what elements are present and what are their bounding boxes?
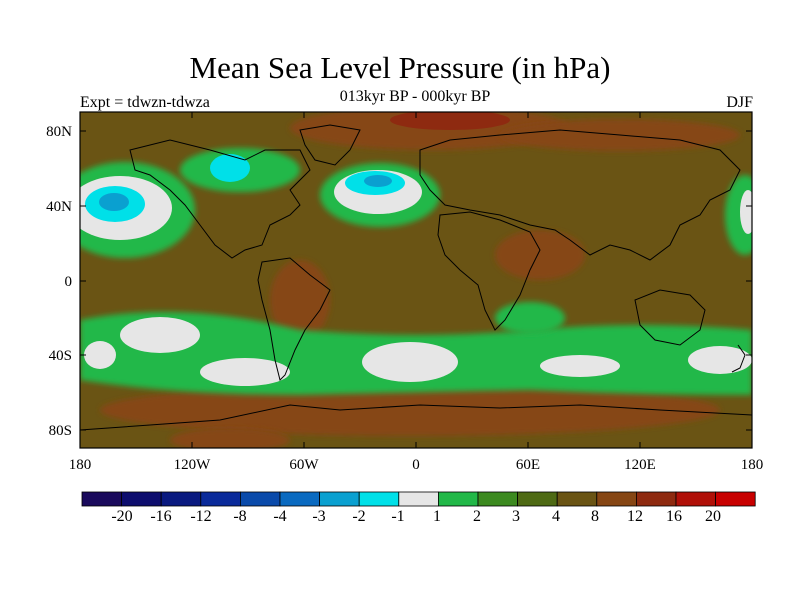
y-tick-label-80s: 80S [48, 423, 72, 439]
south-america-high [270, 260, 330, 340]
greenland-coast [299, 124, 361, 166]
negative-blue-regions [99, 175, 392, 211]
chart-subtitle: 013kyr BP - 000kyr BP [339, 88, 491, 105]
experiment-label: Expt = tdwzn-tdwza [80, 94, 210, 111]
colorbar-label: -1 [391, 508, 405, 525]
colorbar-swatch [517, 491, 558, 507]
eurasia-coast [419, 129, 741, 261]
pacific-east-light [740, 190, 752, 234]
colorbar-swatch [636, 491, 677, 507]
colorbar [81, 491, 756, 507]
colorbar-label: 16 [666, 508, 682, 525]
arctic-strong-high [390, 112, 510, 130]
x-tick-label-0: 0 [412, 457, 420, 473]
x-tick-label-120w: 120W [173, 457, 211, 473]
colorbar-label: 4 [552, 508, 560, 525]
drake-light [200, 358, 290, 386]
arctic-core [390, 112, 510, 130]
new-zealand-coast [731, 344, 746, 373]
antarctica-coast [80, 404, 752, 431]
colorbar-label: -8 [233, 508, 247, 525]
colorbar-swatch [596, 491, 637, 507]
australia-coast [634, 289, 706, 346]
coastlines [80, 124, 752, 431]
y-tick-label-0: 0 [64, 274, 73, 290]
x-tick-label-60e: 60E [515, 457, 541, 473]
colorbar-label: 1 [433, 508, 441, 525]
colorbar-swatch [437, 491, 479, 507]
colorbar-label: 20 [705, 508, 721, 525]
x-tick-label-180e: 180 [740, 457, 764, 473]
colorbar-swatch [239, 491, 281, 507]
canada-cyan [210, 154, 250, 182]
colorbar-label: -4 [273, 508, 287, 525]
colorbar-label: 3 [512, 508, 520, 525]
arabian-high [495, 230, 585, 280]
antarctic-band-high [100, 384, 720, 436]
ross-sea-high [170, 428, 290, 448]
colorbar-swatch [358, 491, 400, 507]
x-tick-label-120e: 120E [624, 457, 656, 473]
south-atlantic-light [362, 342, 458, 382]
colorbar-label: 2 [473, 508, 481, 525]
colorbar-swatch [715, 491, 756, 507]
sw-pacific-light [84, 341, 116, 369]
south-africa-green [495, 302, 565, 334]
y-tick-label-80n: 80N [46, 124, 72, 140]
colorbar-label: -2 [352, 508, 366, 525]
colorbar-swatch [675, 491, 716, 507]
colorbar-swatch [121, 491, 162, 507]
colorbar-label: -20 [111, 508, 133, 525]
colorbar-swatch [398, 491, 439, 507]
colorbar-swatch [81, 491, 122, 507]
colorbar-swatch [477, 491, 518, 507]
colorbar-label: -16 [150, 508, 172, 525]
south-pacific-light [120, 317, 200, 353]
season-label: DJF [726, 94, 753, 111]
x-tick-label-180w: 180 [68, 457, 92, 473]
south-america-coast [257, 257, 331, 381]
colorbar-swatch [200, 491, 241, 507]
africa-coast [437, 211, 541, 331]
chart-title: Mean Sea Level Pressure (in hPa) [189, 50, 611, 85]
colorbar-label: 8 [591, 508, 599, 525]
y-tick-label-40n: 40N [46, 199, 72, 215]
axis-tick-marks [79, 112, 753, 448]
tasman-light [688, 346, 752, 374]
colorbar-label: 12 [627, 508, 643, 525]
aleutian-core [99, 193, 129, 211]
north-america-coast [129, 139, 311, 259]
colorbar-swatch [319, 491, 360, 507]
colorbar-swatch [279, 491, 320, 507]
icelandic-core [364, 175, 392, 187]
indian-ocean-light [540, 355, 620, 377]
colorbar-label: -3 [312, 508, 326, 525]
colorbar-swatch [556, 491, 598, 507]
colorbar-label: -12 [190, 508, 212, 525]
colorbar-swatch [160, 491, 202, 507]
y-tick-label-40s: 40S [48, 348, 72, 364]
x-tick-label-60w: 60W [289, 457, 319, 473]
map-field [80, 112, 752, 448]
